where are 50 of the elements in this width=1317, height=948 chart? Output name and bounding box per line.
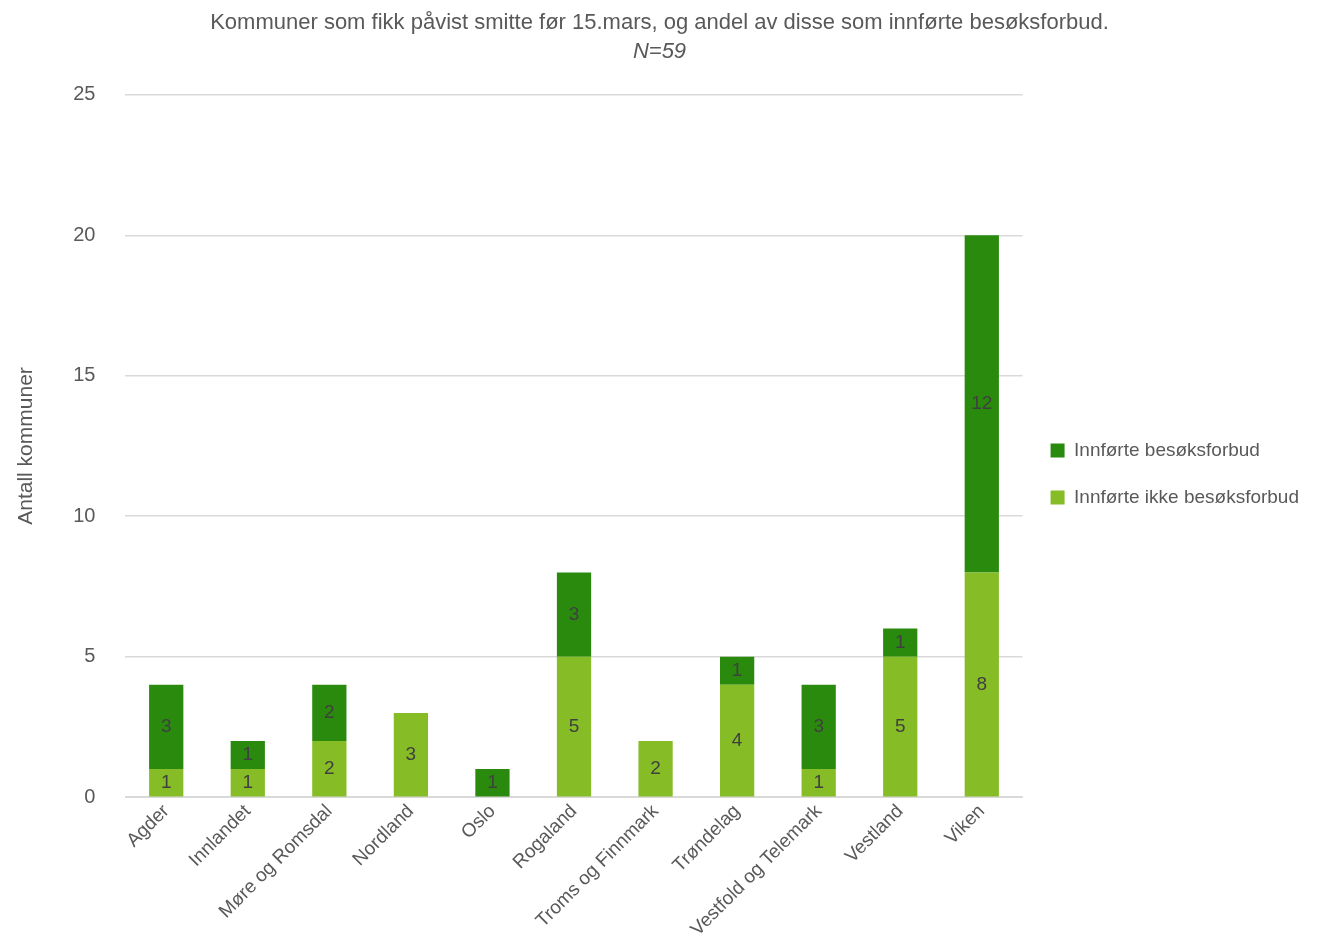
bar: [149, 769, 184, 797]
y-tick-label: 10: [73, 503, 96, 526]
y-tick-label: 20: [73, 222, 96, 245]
y-tick-label: 5: [84, 644, 96, 667]
data-label: 3: [813, 715, 824, 737]
chart-subtitle: N=59: [632, 37, 687, 63]
y-axis-title: Antall kommuner: [13, 367, 37, 525]
data-label: 2: [650, 756, 661, 778]
bar: [556, 656, 592, 797]
data-label: 5: [568, 714, 580, 736]
legend-label: Innførte besøksforbud: [1074, 438, 1260, 460]
data-label: 1: [160, 770, 172, 792]
data-label: 2: [324, 756, 335, 778]
data-label: 3: [160, 715, 172, 737]
data-label: 1: [242, 743, 254, 765]
bar: [964, 235, 999, 573]
bar: [638, 740, 673, 797]
bar: [475, 769, 510, 797]
bar: [230, 740, 265, 770]
bar: [556, 572, 592, 657]
bar: [801, 769, 836, 797]
bar: [149, 684, 184, 770]
bar: [720, 656, 755, 685]
x-tick-label: Oslo: [456, 799, 499, 843]
bar: [883, 628, 918, 657]
data-label: 1: [242, 770, 254, 792]
data-label: 1: [894, 630, 906, 652]
bar: [393, 712, 429, 797]
data-label: 8: [976, 672, 988, 694]
data-label: 4: [731, 728, 743, 750]
bar: [312, 684, 347, 741]
bar: [883, 656, 918, 797]
data-label: 5: [894, 714, 906, 736]
data-label: 12: [971, 392, 993, 414]
bar: [312, 740, 347, 797]
data-label: 1: [487, 770, 498, 792]
y-tick-label: 25: [73, 82, 96, 105]
chart-title: Kommuner som fikk påvist smitte før 15.mars, og andel av disse som innførte besøksforbud.: [210, 9, 1109, 35]
data-label: 1: [731, 658, 743, 680]
y-tick-label: 15: [73, 363, 96, 386]
y-tick-label: 0: [84, 784, 96, 807]
data-label: 1: [813, 770, 824, 792]
bar: [801, 684, 836, 770]
bar: [720, 684, 755, 797]
bar: [964, 572, 999, 797]
data-label: 3: [568, 602, 580, 624]
bar: [230, 769, 265, 797]
data-label: 3: [405, 742, 417, 764]
data-label: 2: [324, 701, 335, 723]
legend-label: Innførte ikke besøksforbud: [1074, 485, 1300, 507]
